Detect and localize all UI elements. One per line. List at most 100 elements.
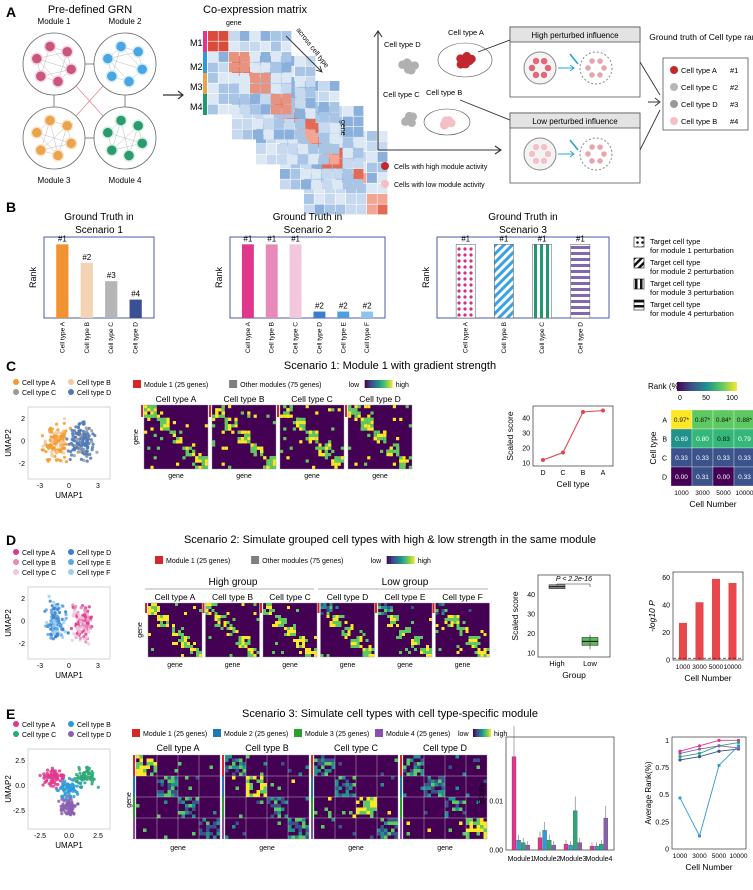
umap-point (87, 426, 91, 430)
umap-point (54, 430, 59, 434)
heat-cell (153, 411, 157, 415)
heat-cell (390, 615, 393, 618)
y-tick: 20 (522, 446, 530, 453)
heat-cell (244, 433, 248, 437)
heat-border (377, 602, 433, 658)
matrix-cell (353, 127, 364, 137)
matrix-cell (335, 194, 346, 204)
matrix-cell (367, 162, 377, 173)
heat-cell (466, 818, 470, 822)
heat-cell (328, 443, 332, 447)
umap-point (67, 803, 71, 807)
heat-cell (139, 765, 143, 769)
heat-cell (318, 453, 322, 457)
heat-cell (393, 615, 396, 618)
heat-cell (305, 639, 308, 642)
dish-cell (589, 158, 595, 164)
heat-cell (402, 465, 406, 469)
heat-cell (471, 645, 475, 648)
heat-cell (286, 411, 290, 415)
heat-cell (332, 621, 336, 624)
plot-frame (537, 574, 611, 658)
heat-cell (444, 621, 448, 624)
heat-cell (291, 779, 295, 783)
x-axis-label: Cell Number (689, 499, 736, 509)
umap-point (46, 774, 51, 778)
heat-cell (305, 832, 309, 836)
y-axis-label: Rank (28, 266, 38, 288)
umap-point (83, 781, 87, 785)
gt-dot (670, 100, 678, 108)
heat-cell (314, 651, 317, 654)
heat-cell (195, 797, 199, 801)
heat-cell (299, 636, 302, 639)
bar (494, 244, 514, 319)
heat-cell (218, 414, 222, 418)
heat-cell (324, 769, 328, 773)
y-axis-label: Rank (214, 266, 224, 288)
heat-cell (317, 758, 321, 762)
heat-cell (411, 642, 414, 645)
matrix-cell (281, 52, 292, 62)
umap-point (85, 636, 89, 640)
heat-cell (371, 654, 375, 657)
heat-cell (427, 783, 431, 787)
series-line (679, 745, 739, 754)
heat-cell (390, 618, 393, 621)
high-influence-header (509, 26, 641, 43)
bar (455, 244, 476, 319)
heat-cell (185, 449, 189, 453)
matrix-cell (343, 179, 353, 190)
heat-cell (206, 825, 210, 829)
heat-cell (345, 779, 349, 783)
heat-cell (144, 414, 148, 418)
matrix-cell (367, 141, 377, 152)
heat-cell (367, 405, 371, 409)
heat-cell (199, 654, 202, 657)
matrix-cell (367, 183, 377, 194)
low-perturbation-illustration (523, 137, 613, 171)
umap-point (68, 795, 72, 799)
heat-cell (256, 651, 260, 654)
legend-label: Cell type B (77, 380, 111, 387)
heat-cell (296, 642, 299, 645)
matrix-cell (343, 158, 353, 169)
rank-value: 0.00 (675, 474, 688, 481)
heat-cell (357, 411, 361, 415)
heat-cell (293, 633, 296, 636)
heat-cell (178, 639, 181, 642)
heat-cell (350, 639, 354, 642)
heat-cell (229, 624, 233, 627)
bar (525, 844, 530, 851)
module-stripe (203, 31, 207, 52)
umap-point (85, 459, 89, 463)
y-axis-label: UMAP2 (4, 609, 13, 637)
x-tick: B (581, 470, 586, 477)
heat-cell (426, 648, 429, 651)
heat-cell (281, 651, 284, 654)
series-line (679, 748, 739, 761)
heat-cell (192, 807, 196, 811)
y-tick: -2 (19, 461, 25, 468)
heat-cell (192, 804, 196, 808)
heat-cell (299, 651, 302, 654)
heat-cell (249, 793, 253, 797)
heat-cell (242, 765, 246, 769)
heat-cell (324, 772, 328, 776)
heat-cell (178, 630, 181, 633)
dish-cell (544, 64, 552, 72)
heat-cell (263, 793, 267, 797)
colorbar-tick: 50 (702, 395, 710, 402)
heat-cell (466, 828, 470, 832)
heat-cell (408, 651, 411, 654)
legend-high-dot (381, 162, 389, 170)
heat-cell (324, 443, 328, 447)
heat-cell (344, 633, 348, 636)
heat-cell (387, 606, 390, 609)
heat-cell (483, 779, 487, 783)
gt-label: Cell type A (681, 66, 717, 75)
heat-cell (238, 639, 242, 642)
bar-rank-label: #2 (315, 302, 324, 311)
dish-after (579, 137, 613, 171)
